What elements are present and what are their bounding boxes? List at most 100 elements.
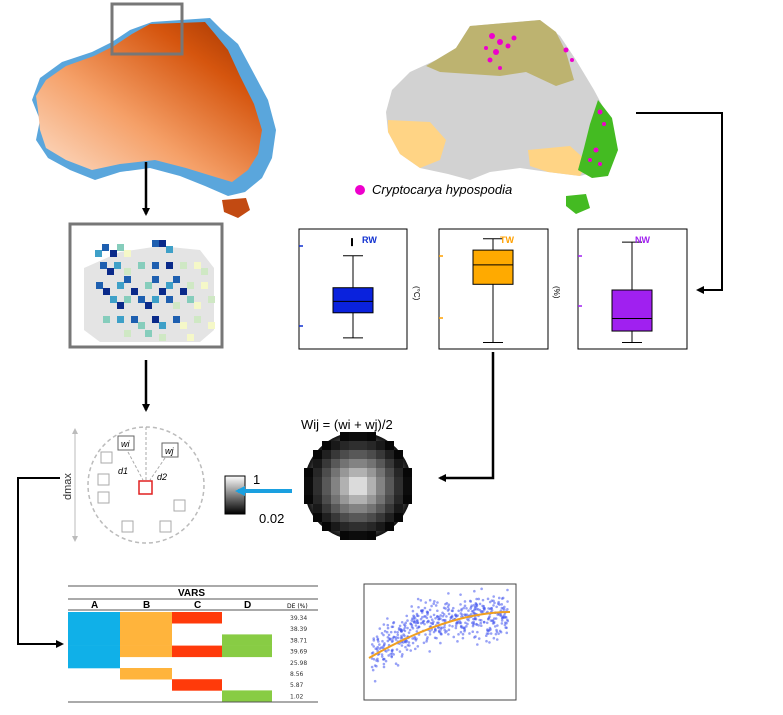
grid-cell [110, 250, 117, 257]
scatter-point [390, 640, 394, 643]
scatter-point [436, 609, 439, 613]
grid-cell [152, 316, 159, 323]
scatter-point [407, 641, 411, 644]
kernel-pixel [340, 504, 349, 513]
scatter-point [386, 626, 390, 630]
scatter-point [398, 624, 402, 628]
kernel-pixel [349, 441, 358, 450]
scatter-point [413, 635, 417, 639]
scatter-point [406, 626, 409, 630]
scatter-point [465, 607, 468, 610]
kernel-pixel [394, 477, 403, 486]
scatter-point [435, 615, 439, 618]
scatter-point [372, 637, 375, 640]
scatter-point [441, 614, 445, 618]
scatter-point [435, 636, 438, 640]
grid-cell [131, 316, 138, 323]
kernel-pixel [331, 450, 340, 459]
kernel-pixel [349, 468, 358, 477]
scatter-point [481, 604, 484, 608]
grid-cell [152, 240, 159, 247]
grid-cell [145, 302, 152, 309]
wi-label: wi [121, 439, 130, 449]
boxplot-label-nw: NW [635, 235, 650, 245]
species-legend-dot [355, 185, 365, 195]
scatter-point [421, 608, 425, 612]
scatter-point [385, 630, 389, 634]
scatter-point [382, 633, 385, 637]
scatter-point [464, 613, 467, 617]
scatter-point [382, 644, 385, 648]
scatter-point [419, 617, 423, 621]
scatter-point [411, 617, 414, 620]
kernel-pixel [376, 468, 385, 477]
kernel-pixel [331, 513, 340, 522]
scatter-point [392, 621, 396, 624]
scatter-point [479, 610, 483, 614]
scatter-point [375, 647, 379, 651]
scatter-point [503, 605, 506, 609]
kernel-formula: Wij = (wi + wj)/2 [301, 417, 393, 432]
scatter-point [432, 602, 436, 605]
scatter-point [485, 621, 489, 625]
grid-cell [145, 330, 152, 337]
dmax-label: dmax [62, 473, 74, 500]
scatter-point [462, 606, 466, 610]
scatter-point [445, 601, 449, 605]
vars-cell [120, 612, 172, 624]
grid-cell [138, 262, 145, 269]
grid-cell [103, 288, 110, 295]
scatter-point [405, 648, 409, 651]
arrow-map-to-nw [636, 112, 723, 294]
vars-cell [68, 656, 120, 669]
scatter-point [430, 604, 433, 608]
grid-cell [166, 296, 173, 303]
grid-cell [194, 262, 201, 269]
grid-land-grey [84, 246, 214, 342]
kernel-pixel [340, 495, 349, 504]
kernel-pixel [331, 459, 340, 468]
scatter-point [442, 613, 446, 616]
scatter-point [500, 603, 504, 606]
scatter-point [434, 616, 437, 620]
scatter-point [447, 608, 451, 611]
scatter-point [400, 630, 403, 633]
scatter-point [428, 630, 432, 633]
scatter-point [413, 617, 417, 620]
kernel-pixel [340, 468, 349, 477]
scatter-point [400, 655, 404, 658]
scatter-point [468, 632, 471, 635]
kernel-pixel [367, 495, 376, 504]
de-value: 38.71 [290, 637, 307, 644]
scatter-point [410, 619, 414, 622]
d1-label: d1 [118, 466, 128, 476]
scatter-point [410, 605, 413, 608]
scatter-point [495, 605, 498, 609]
box-tw [472, 249, 514, 285]
vars-cell [172, 645, 222, 658]
scatter-point [416, 626, 419, 630]
scatter-point [477, 597, 481, 601]
scatter-point [436, 601, 439, 604]
weight-scale-max: 1 [253, 472, 260, 487]
scatter-point [392, 653, 396, 656]
scatter-point [446, 605, 450, 609]
scatter-point [429, 615, 433, 619]
kernel-pixel [322, 486, 331, 495]
grid-cell [208, 296, 215, 303]
scatter-point [381, 639, 384, 643]
scatter-point [439, 631, 442, 634]
kernel-pixel [313, 486, 322, 495]
kernel-pixel [358, 432, 367, 441]
scatter-point [443, 628, 447, 632]
scatter-point [452, 635, 456, 639]
scatter-point [386, 623, 390, 627]
species-legend-label: Cryptocarya hypospodia [372, 182, 512, 197]
scatter-point [400, 644, 404, 647]
scatter-point [380, 631, 384, 635]
kernel-image [304, 432, 412, 540]
de-value: 25.98 [290, 660, 307, 667]
scatter-point [481, 598, 485, 602]
scatter-point [475, 597, 478, 601]
